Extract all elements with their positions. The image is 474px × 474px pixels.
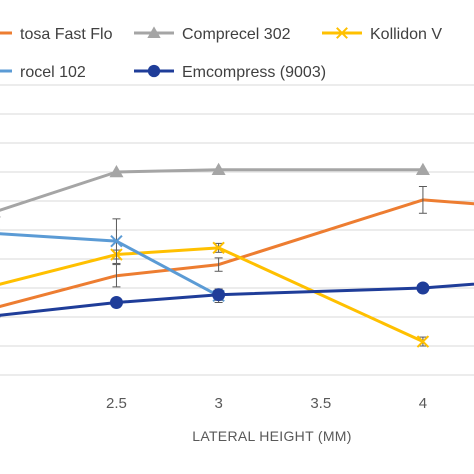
x-axis-title: LATERAL HEIGHT (MM) bbox=[192, 428, 351, 444]
legend-item-emcompress-9003: Emcompress (9003) bbox=[134, 64, 326, 81]
circle-marker bbox=[147, 64, 161, 78]
error-bar bbox=[112, 264, 121, 288]
legend: tosa Fast Flo Comprecel 302 Kollidon V roce… bbox=[0, 26, 442, 81]
x-marker-stroke bbox=[110, 234, 123, 248]
error-bar bbox=[214, 257, 223, 272]
triangle-marker bbox=[0, 215, 1, 218]
series-line bbox=[0, 168, 423, 212]
legend-item-kollidon-v: Kollidon V bbox=[322, 26, 442, 43]
x-marker-stroke bbox=[336, 27, 348, 39]
legend-label: Comprecel 302 bbox=[182, 26, 291, 43]
x-marker bbox=[212, 241, 225, 255]
x-axis-ticks: 2.533.544 bbox=[106, 395, 427, 412]
series-tosa-fast-flo bbox=[0, 186, 474, 309]
triangle-marker bbox=[211, 162, 226, 176]
circle-marker bbox=[212, 288, 226, 302]
series-line bbox=[0, 282, 474, 317]
error-bar bbox=[418, 186, 427, 214]
series-line bbox=[0, 232, 220, 298]
triangle-marker bbox=[109, 165, 124, 178]
legend-item-comprecel-302: Comprecel 302 bbox=[134, 26, 291, 43]
x-tick-label: 3 bbox=[214, 395, 222, 412]
x-tick-label: 2.5 bbox=[106, 395, 127, 412]
triangle-marker bbox=[415, 162, 430, 176]
legend-label: tosa Fast Flo bbox=[20, 26, 113, 43]
series-rocel-102 bbox=[0, 218, 225, 303]
legend-item-rocel-102: rocel 102 bbox=[0, 64, 86, 81]
series-line bbox=[0, 198, 474, 309]
x-marker bbox=[336, 27, 348, 39]
series-emcompress-9003 bbox=[0, 281, 474, 319]
circle-marker bbox=[109, 296, 123, 309]
legend-item-tosa-fast-flo: tosa Fast Flo bbox=[0, 26, 113, 43]
series-comprecel-302 bbox=[0, 162, 430, 218]
triangle-marker bbox=[147, 26, 161, 38]
series-lines bbox=[0, 162, 474, 348]
legend-label: Kollidon V bbox=[370, 26, 442, 43]
circle-marker bbox=[416, 281, 430, 295]
x-marker bbox=[110, 234, 123, 248]
legend-label: Emcompress (9003) bbox=[182, 64, 326, 81]
x-marker-stroke bbox=[212, 241, 225, 255]
legend-label: rocel 102 bbox=[20, 64, 86, 81]
x-tick-label: 4 bbox=[419, 395, 427, 412]
x-marker bbox=[416, 335, 430, 348]
series-line bbox=[0, 246, 424, 343]
x-marker-stroke bbox=[416, 335, 430, 348]
x-tick-label: 3.5 bbox=[310, 395, 331, 412]
